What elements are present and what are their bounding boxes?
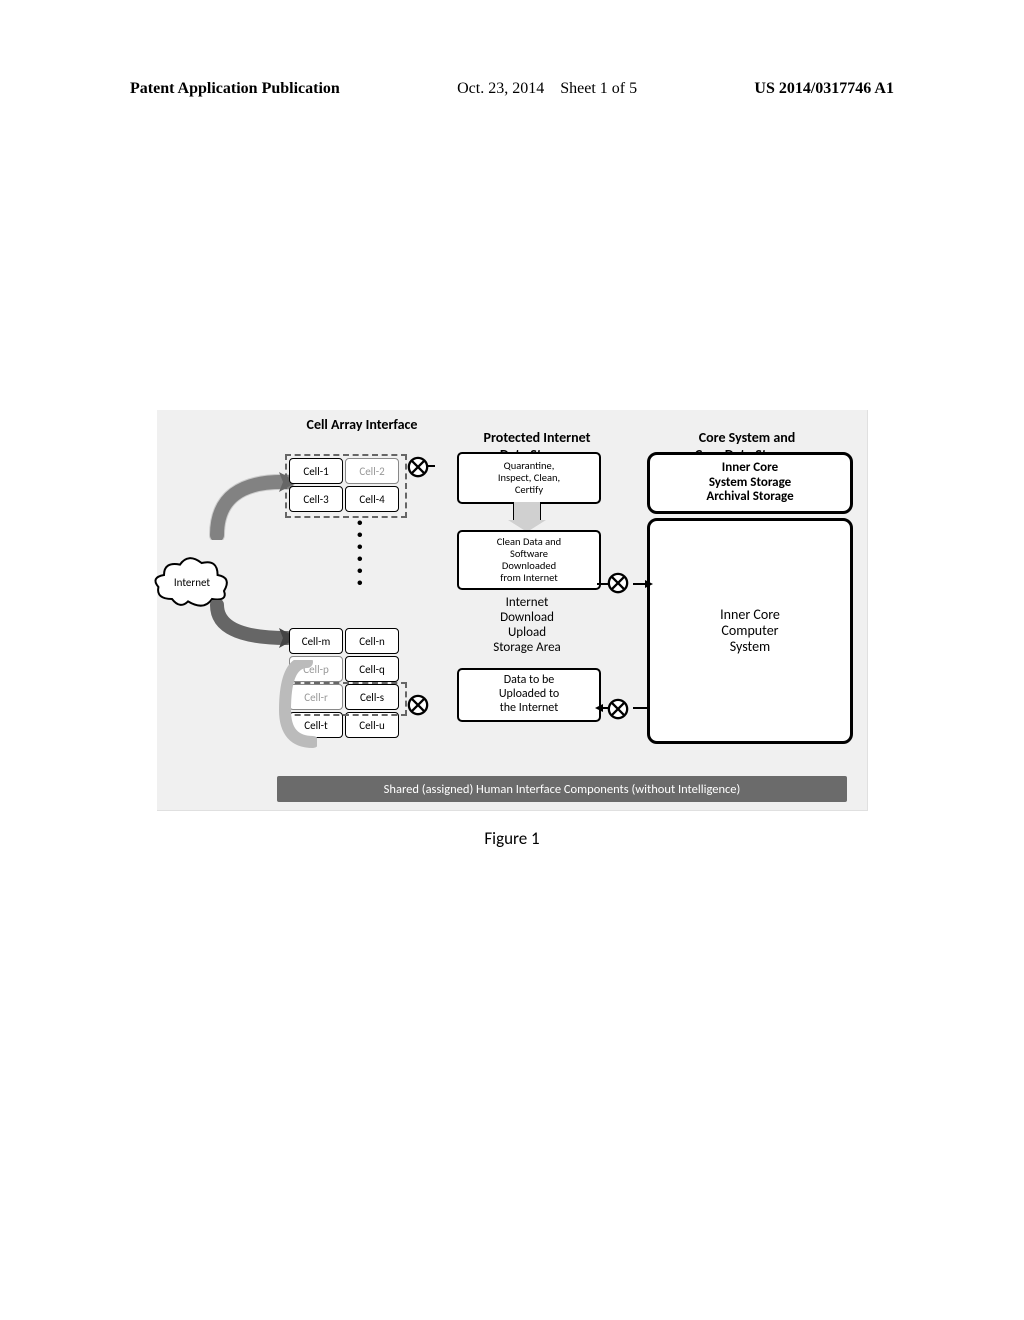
gate-icon-bottom-left	[407, 694, 429, 716]
flow-arrow-to-bottom-cells	[197, 600, 297, 650]
cell-3: Cell-3	[289, 486, 343, 512]
quarantine-box: Quarantine, Inspect, Clean, Certify	[457, 452, 601, 504]
human-interface-banner: Shared (assigned) Human Interface Compon…	[277, 776, 847, 802]
upload-box: Data to be Uploaded to the Internet	[457, 668, 601, 722]
figure-caption: Figure 1	[0, 828, 1024, 849]
idusa-label: Internet Download Upload Storage Area	[457, 592, 597, 660]
flow-arrow-to-top-cells	[197, 470, 297, 540]
pub-number: US 2014/0317746 A1	[754, 80, 894, 98]
header-label: Patent Application Publication	[130, 80, 340, 98]
ellipsis-dots: ••••••	[357, 518, 363, 590]
down-arrow-icon	[513, 502, 541, 522]
inner-core-system-box: Inner Core Computer System	[647, 518, 853, 744]
figure-diagram: Cell Array Interface Protected Internet …	[157, 410, 868, 811]
cell-m: Cell-m	[289, 628, 343, 654]
title-cell-array: Cell Array Interface	[277, 416, 447, 433]
clean-data-box: Clean Data and Software Downloaded from …	[457, 530, 601, 590]
cell-2: Cell-2	[345, 458, 399, 484]
cell-n: Cell-n	[345, 628, 399, 654]
page: Patent Application Publication Oct. 23, …	[0, 0, 1024, 1320]
inner-core-storage-box: Inner Core System Storage Archival Stora…	[647, 452, 853, 514]
pub-date: Oct. 23, 2014	[457, 80, 544, 97]
cell-1: Cell-1	[289, 458, 343, 484]
header-center: Oct. 23, 2014 Sheet 1 of 5	[457, 80, 637, 98]
connector-low	[595, 688, 655, 728]
connector-mid	[595, 560, 655, 610]
internet-label: Internet	[152, 576, 232, 589]
connector-top-gate	[425, 450, 465, 480]
cell-4: Cell-4	[345, 486, 399, 512]
page-header: Patent Application Publication Oct. 23, …	[130, 80, 894, 98]
flow-pipe-upload	[277, 660, 317, 750]
cell-q: Cell-q	[345, 656, 399, 682]
sheet-number: Sheet 1 of 5	[560, 80, 637, 97]
